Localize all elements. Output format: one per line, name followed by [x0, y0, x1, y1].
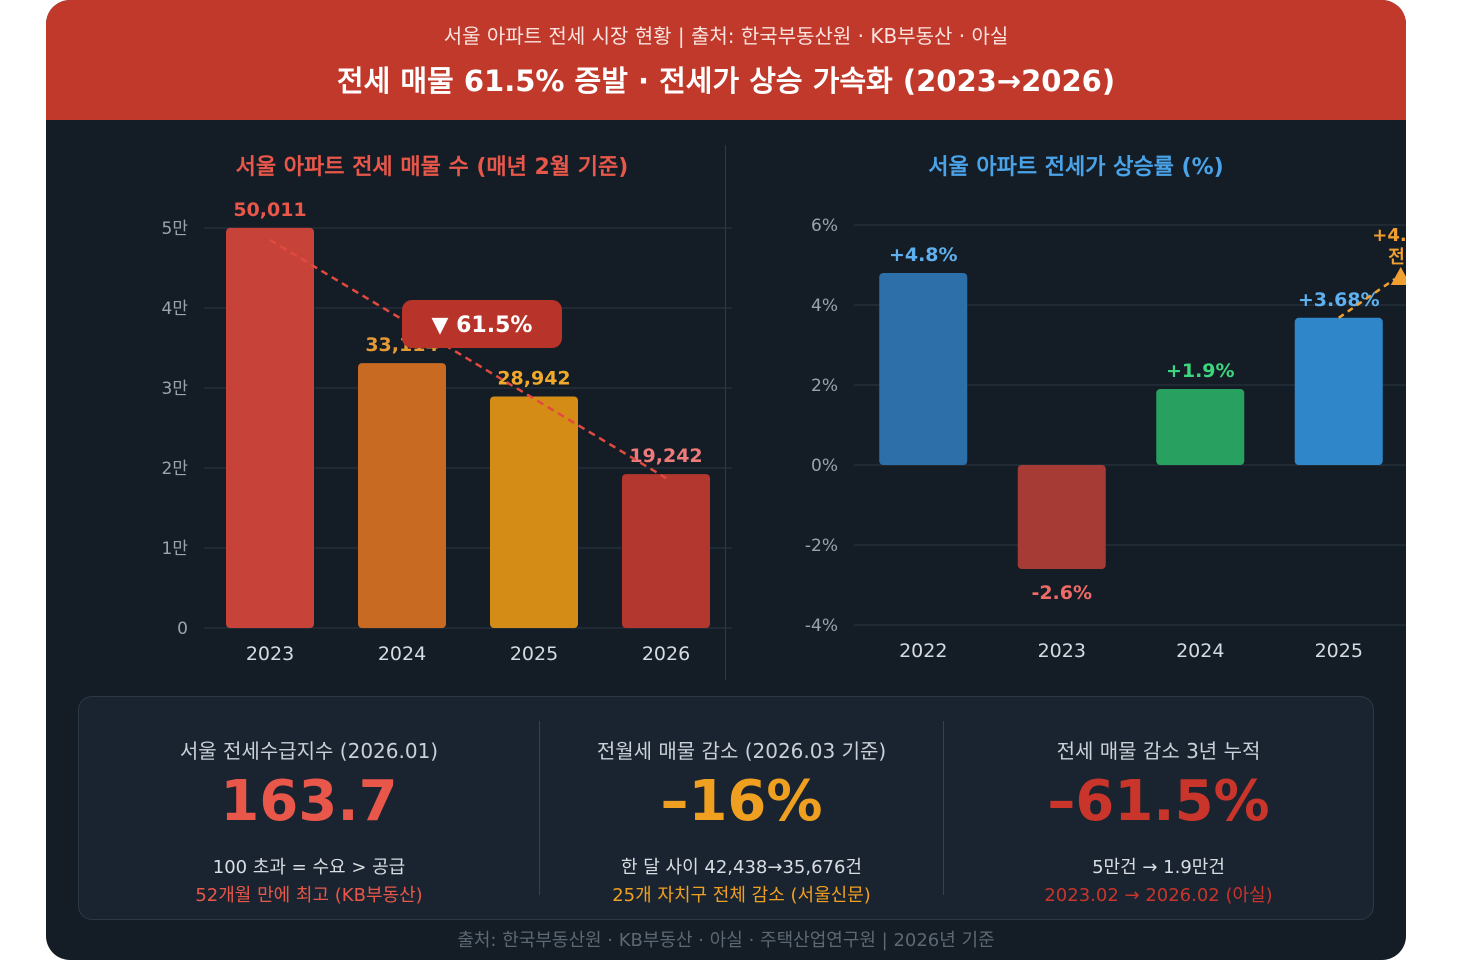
stat-source-note: 52개월 만에 최고 (KB부동산) [195, 885, 423, 906]
data-label: 50,011 [233, 199, 306, 221]
stat-label: 전세 매물 감소 3년 누적 [1056, 739, 1261, 763]
bar [1156, 389, 1245, 465]
stat-label: 서울 전세수급지수 (2026.01) [179, 739, 439, 763]
bar [1294, 317, 1383, 465]
bar [358, 363, 446, 628]
infographic-card: 서울 아파트 전세 시장 현황 | 출처: 한국부동산원 · KB부동산 · 아… [46, 0, 1406, 960]
header-title: 전세 매물 61.5% 증발 · 전세가 상승 가속화 (2023→2026) [336, 64, 1116, 98]
data-label: +4.8% [889, 244, 958, 266]
stat-cumulative-drop: 전세 매물 감소 3년 누적 –61.5% 5만건 → 1.9만건 2023.0… [944, 697, 1373, 919]
bar [226, 227, 314, 629]
bar [622, 474, 710, 628]
header-banner: 서울 아파트 전세 시장 현황 | 출처: 한국부동산원 · KB부동산 · 아… [46, 0, 1406, 120]
x-tick-label: 2023 [1038, 640, 1086, 662]
stat-source-note: 2023.02 → 2026.02 (아실) [1044, 885, 1273, 906]
y-tick-label: 0 [177, 619, 188, 639]
listings-bar-chart: 서울 아파트 전세 매물 수 (매년 2월 기준) 0 1만 2만 3만 4만 5만 50,0… [162, 155, 732, 665]
source-footer: 출처: 한국부동산원 · KB부동산 · 아실 · 주택산업연구원 | 2026… [457, 930, 995, 951]
stat-note: 100 초과 = 수요 > 공급 [212, 857, 406, 878]
y-tick-label: 3만 [162, 379, 189, 399]
stat-value: –61.5% [1047, 769, 1270, 834]
trend-line [269, 238, 667, 480]
y-tick-label: 2% [811, 376, 838, 396]
chart-title: 서울 아파트 전세가 상승률 (%) [928, 155, 1223, 180]
forecast-line [1338, 277, 1396, 319]
y-tick-label: 5만 [162, 219, 189, 239]
x-tick-label: 2025 [510, 643, 558, 665]
y-tick-label: -4% [805, 616, 838, 636]
stat-value: –16% [660, 769, 823, 834]
price-growth-bar-chart: 서울 아파트 전세가 상승률 (%) -4% -2% 0% 2% 4% 6% +4.8% 202… [805, 155, 1406, 662]
stat-divider [539, 721, 540, 895]
stat-value: 163.7 [220, 769, 398, 834]
data-label: +3.68% [1298, 289, 1380, 311]
chart-title: 서울 아파트 전세 매물 수 (매년 2월 기준) [236, 155, 629, 180]
stat-listing-drop: 전월세 매물 감소 (2026.03 기준) –16% 한 달 사이 42,43… [540, 697, 943, 919]
decline-callout-box [402, 300, 562, 348]
y-tick-label: -2% [805, 536, 838, 556]
y-tick-label: 6% [811, 216, 838, 236]
bar [490, 396, 578, 628]
stat-label: 전월세 매물 감소 (2026.03 기준) [596, 739, 887, 763]
data-label: +1.9% [1166, 360, 1235, 382]
data-label: -2.6% [1031, 582, 1092, 604]
header-subtitle: 서울 아파트 전세 시장 현황 | 출처: 한국부동산원 · KB부동산 · 아… [443, 24, 1009, 48]
y-tick-label: 4% [811, 296, 838, 316]
stat-supply-index: 서울 전세수급지수 (2026.01) 163.7 100 초과 = 수요 > … [79, 697, 539, 919]
stat-source-note: 25개 자치구 전체 감소 (서울신문) [612, 885, 871, 906]
forecast-arrow-icon [1390, 267, 1406, 285]
x-tick-label: 2026 [642, 643, 690, 665]
stat-note: 5만건 → 1.9만건 [1092, 857, 1225, 878]
data-label: 28,942 [497, 367, 570, 389]
x-tick-label: 2024 [1176, 640, 1224, 662]
forecast-value-label: +4.7% [1372, 225, 1406, 246]
x-tick-label: 2024 [378, 643, 426, 665]
decline-callout-label: ▼ 61.5% [432, 313, 533, 338]
y-tick-label: 0% [811, 456, 838, 476]
bar [1017, 465, 1106, 569]
stat-note: 한 달 사이 42,438→35,676건 [620, 857, 862, 878]
y-tick-label: 4만 [162, 299, 189, 319]
y-tick-label: 1만 [162, 539, 189, 559]
chart-divider [725, 145, 726, 680]
bar [879, 273, 968, 465]
x-tick-label: 2023 [246, 643, 294, 665]
data-label: 19,242 [629, 445, 702, 467]
x-tick-label: 2022 [899, 640, 947, 662]
y-tick-label: 2만 [162, 459, 189, 479]
forecast-note-label: 전망 [1388, 247, 1406, 268]
x-tick-label: 2025 [1315, 640, 1363, 662]
stat-divider [943, 721, 944, 895]
stats-panel: 서울 전세수급지수 (2026.01) 163.7 100 초과 = 수요 > … [78, 696, 1374, 920]
